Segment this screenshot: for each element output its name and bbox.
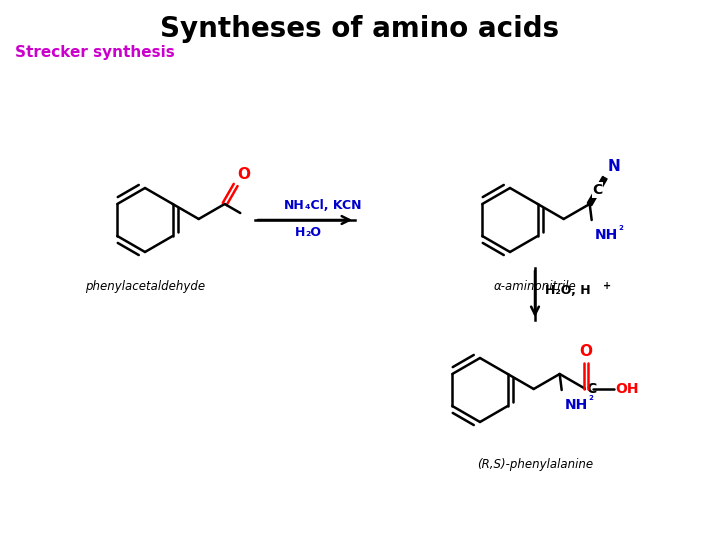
Text: Syntheses of amino acids: Syntheses of amino acids	[161, 15, 559, 43]
Text: N: N	[608, 159, 621, 174]
Text: C: C	[587, 382, 597, 396]
Text: NH: NH	[284, 199, 305, 212]
Text: phenylacetaldehyde: phenylacetaldehyde	[85, 280, 205, 293]
Text: α-aminonitrile: α-aminonitrile	[494, 280, 577, 293]
Text: NH: NH	[595, 228, 618, 242]
Text: ₂O: ₂O	[305, 226, 321, 239]
Text: +: +	[603, 281, 611, 291]
Text: ₂: ₂	[618, 222, 624, 232]
Text: H₂O, H: H₂O, H	[545, 284, 590, 296]
Text: O: O	[238, 167, 251, 182]
Text: Strecker synthesis: Strecker synthesis	[15, 45, 175, 60]
Text: ₂: ₂	[589, 392, 593, 402]
Text: (R,S)-phenylalanine: (R,S)-phenylalanine	[477, 458, 593, 471]
Text: O: O	[579, 344, 592, 359]
Text: ₄Cl, KCN: ₄Cl, KCN	[305, 199, 361, 212]
Text: OH: OH	[616, 382, 639, 396]
Text: NH: NH	[564, 398, 588, 412]
Text: H: H	[294, 226, 305, 239]
Text: C: C	[593, 183, 603, 197]
